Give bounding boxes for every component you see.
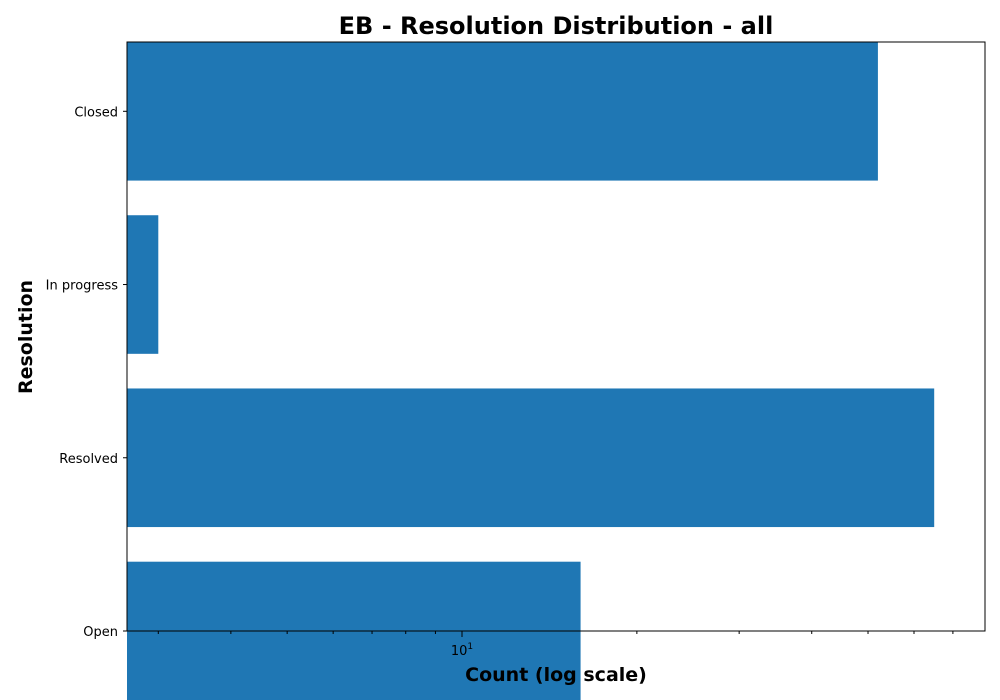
- y-tick-label-in-progress: In progress: [46, 279, 119, 294]
- chart-title: EB - Resolution Distribution - all: [339, 12, 774, 40]
- plot-area-frame: [126, 41, 986, 632]
- y-axis-ticks: Closed In progress Resolved Open: [46, 105, 127, 640]
- bars-layer: [127, 42, 935, 700]
- y-tick-label-resolved: Resolved: [59, 452, 118, 467]
- y-tick-label-open: Open: [83, 625, 118, 640]
- bar-in-progress: [127, 215, 159, 354]
- bar-closed: [127, 42, 878, 181]
- x-axis-label: Count (log scale): [465, 664, 647, 686]
- bar-resolved: [127, 388, 935, 528]
- x-tick-label: 101: [451, 642, 473, 659]
- y-tick-label-closed: Closed: [74, 105, 118, 120]
- y-axis-label: Resolution: [15, 280, 37, 394]
